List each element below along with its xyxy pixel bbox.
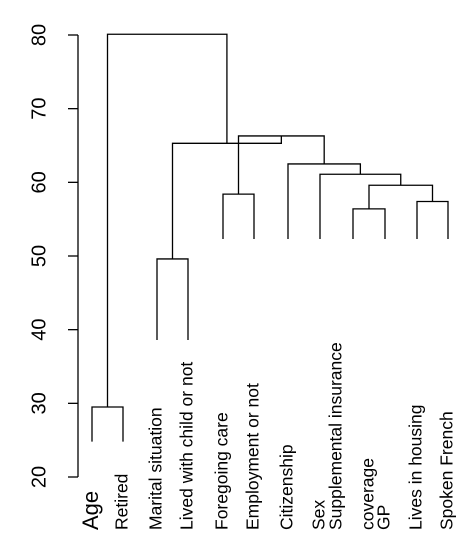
merge-foregoing-citizenship bbox=[237, 135, 325, 195]
leaf-label-citizenship: Citizenship bbox=[277, 444, 297, 530]
leaf-label-lives-in-housing: Lives in housing bbox=[406, 405, 426, 531]
y-tick-label: 30 bbox=[28, 392, 50, 414]
leaf-label-supplemental-insurance-coverage: coverage bbox=[358, 458, 378, 530]
y-tick-label: 50 bbox=[28, 245, 50, 267]
leaf-label-sex: Sex bbox=[309, 500, 329, 530]
y-tick-label: 20 bbox=[28, 466, 50, 488]
y-tick-label: 60 bbox=[28, 171, 50, 193]
leaf-label-spoken-french: Spoken French bbox=[437, 411, 457, 530]
y-tick-label: 70 bbox=[28, 98, 50, 120]
leaf-label-age: Age bbox=[78, 491, 103, 530]
leaf-label-employment-or-not: Employment or not bbox=[243, 383, 263, 530]
leaf-label-marital-situation: Marital situation bbox=[146, 407, 166, 530]
leaf-labels: Age Retired Marital situation Lived with ch… bbox=[78, 342, 457, 530]
leaf-label-retired: Retired bbox=[112, 474, 132, 530]
merge-insurance-housing bbox=[368, 184, 434, 209]
merge-foregoing-employment bbox=[222, 193, 255, 240]
merge-marital-child bbox=[156, 258, 189, 340]
merge-age-retired bbox=[91, 406, 124, 442]
y-axis: 20 30 40 50 60 70 80 bbox=[28, 24, 79, 488]
dendrogram-branches bbox=[91, 33, 449, 442]
merge-marital-foregoing bbox=[171, 135, 282, 259]
merge-housing-french bbox=[416, 200, 449, 240]
merge-citizenship bbox=[287, 163, 362, 240]
leaf-label-lived-with-child-or-not: Lived with child or not bbox=[177, 362, 197, 530]
merge-root bbox=[106, 33, 228, 408]
merge-insurance-gp bbox=[352, 208, 386, 240]
merge-sex bbox=[319, 173, 402, 240]
leaf-label-gp: GP bbox=[374, 505, 394, 530]
leaf-label-supplemental-insurance-coverage: Supplemental insurance bbox=[326, 342, 346, 530]
leaf-label-foregoing-care: Foregoing care bbox=[212, 412, 232, 530]
y-tick-label: 40 bbox=[28, 319, 50, 341]
y-tick-label: 80 bbox=[28, 24, 50, 46]
